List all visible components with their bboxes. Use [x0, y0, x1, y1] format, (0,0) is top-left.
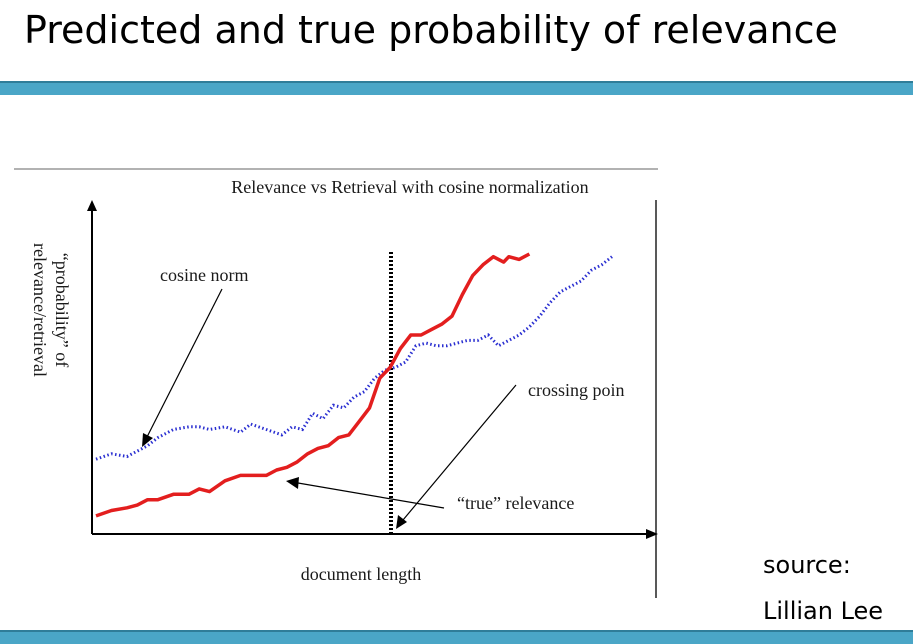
bottom-accent-bar — [0, 630, 913, 644]
arrow-cosine-norm — [146, 288, 223, 438]
annotation-crossing-point: crossing poin — [528, 380, 625, 400]
y-axis-label-line2: relevance/retrieval — [30, 243, 50, 377]
annotation-cosine-norm: cosine norm — [160, 265, 248, 285]
source-label: source: — [763, 551, 851, 579]
arrow-cosine-norm-head — [142, 433, 153, 447]
top-accent-bar — [0, 81, 913, 95]
series-line-cosine — [95, 255, 613, 461]
annotation-true-relevance: “true” relevance — [457, 493, 574, 513]
x-axis-label: document length — [301, 564, 421, 584]
slide-title: Predicted and true probability of releva… — [24, 8, 838, 52]
chart-title: Relevance vs Retrieval with cosine norma… — [231, 177, 588, 197]
series-line-true — [95, 252, 531, 518]
series-layer — [95, 252, 613, 518]
arrow-crossing-point-head — [396, 515, 407, 529]
arrow-true-relevance-head — [286, 477, 299, 489]
arrow-crossing-point — [402, 384, 517, 521]
y-axis-label-line1: “probability” of — [52, 253, 72, 367]
arrow-true-relevance — [297, 482, 445, 509]
x-axis-arrow — [646, 529, 658, 539]
y-axis-arrow — [87, 200, 97, 211]
source-author: Lillian Lee — [763, 597, 884, 625]
